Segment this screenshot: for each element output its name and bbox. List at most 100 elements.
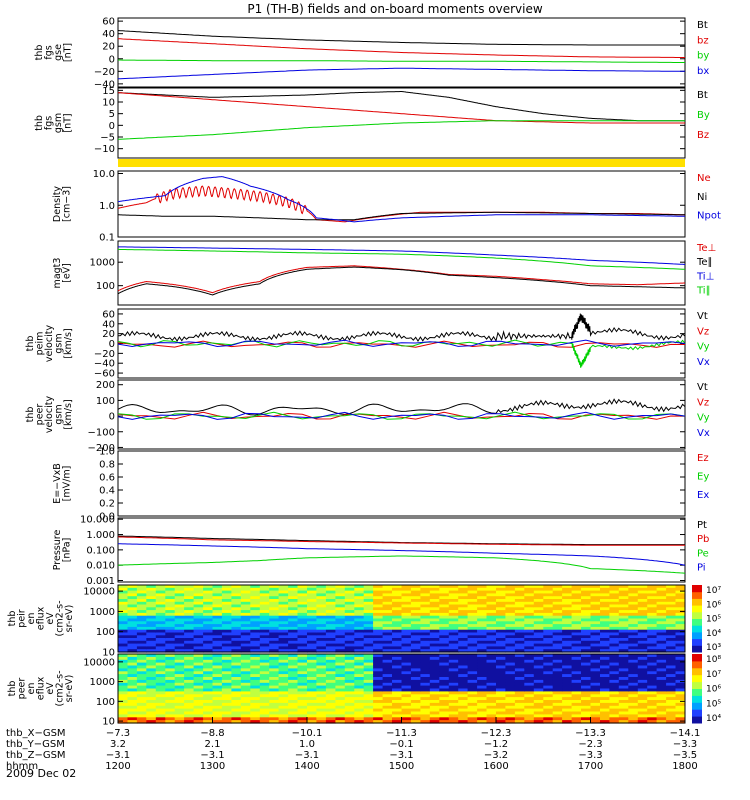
y-label-line: (cm2-s- xyxy=(55,670,66,706)
heat-cell xyxy=(543,593,554,597)
heat-cell xyxy=(165,674,176,678)
heat-cell xyxy=(637,601,648,606)
heat-cell xyxy=(240,585,251,589)
panel-pressure: 10.0001.0000.1000.0100.001Pressure[nPa]P… xyxy=(52,515,709,587)
heat-cell xyxy=(410,626,421,631)
heat-cell xyxy=(382,662,393,667)
heat-cell xyxy=(505,624,516,628)
heat-cell xyxy=(448,685,459,690)
y-tick-label: 100 xyxy=(96,697,115,708)
heat-cell xyxy=(184,585,195,589)
heat-cell xyxy=(259,671,270,675)
heat-cell xyxy=(146,607,157,611)
heat-cell xyxy=(240,621,251,625)
heat-cell xyxy=(307,596,317,600)
heat-cell xyxy=(155,694,166,698)
heat-cell xyxy=(637,640,648,645)
heat-cell xyxy=(609,618,620,622)
heat-cell xyxy=(165,632,176,636)
heat-cell xyxy=(628,662,639,667)
heat-cell xyxy=(666,656,677,661)
heat-cell xyxy=(118,711,128,715)
heat-cell xyxy=(477,674,488,678)
heat-cell xyxy=(505,700,516,704)
heat-cell xyxy=(590,668,601,672)
heat-cell xyxy=(410,702,421,707)
heat-cell xyxy=(543,717,554,721)
heat-cell xyxy=(136,607,147,611)
heat-cell xyxy=(193,587,204,592)
heat-cell xyxy=(250,604,261,608)
y-label-line: [eV] xyxy=(62,263,73,283)
footer-row-label: thb_Y−GSM xyxy=(6,739,65,750)
heat-cell xyxy=(486,618,497,622)
heat-cell xyxy=(325,593,336,597)
heat-cell xyxy=(656,610,667,614)
heat-cell xyxy=(221,635,232,639)
heat-cell xyxy=(174,711,185,715)
heat-cell xyxy=(571,604,582,608)
heat-cell xyxy=(628,679,639,684)
heat-cell xyxy=(325,618,336,622)
heat-cell xyxy=(259,659,270,664)
y-label-line: gsm xyxy=(54,333,65,353)
heat-cell xyxy=(637,596,648,600)
heat-cell xyxy=(420,682,431,687)
heat-cell xyxy=(184,587,195,592)
heat-cell xyxy=(637,665,648,669)
heat-cell xyxy=(325,638,336,642)
heat-cell xyxy=(127,688,138,692)
heat-cell xyxy=(335,717,346,721)
heat-cell xyxy=(458,697,469,701)
heat-cell xyxy=(505,697,516,701)
heat-cell xyxy=(514,694,525,698)
heat-cell xyxy=(269,659,280,664)
heat-cell xyxy=(467,643,478,647)
y-tick-label: 10.000 xyxy=(80,515,115,526)
heat-cell xyxy=(600,612,610,617)
heat-cell xyxy=(203,585,214,589)
heat-cell xyxy=(316,685,327,690)
heat-cell xyxy=(212,700,223,704)
heat-cell xyxy=(543,662,554,667)
heat-cell xyxy=(184,643,195,647)
heat-cell xyxy=(221,601,232,606)
heat-cell xyxy=(325,711,336,715)
heat-cell xyxy=(127,700,138,704)
heat-cell xyxy=(344,688,355,692)
heat-cell xyxy=(344,640,355,645)
heat-cell xyxy=(344,702,355,707)
y-tick-label: 0.010 xyxy=(86,561,115,572)
heat-cell xyxy=(514,714,525,718)
heat-cell xyxy=(410,632,421,636)
heat-cell xyxy=(609,700,620,704)
heat-cell xyxy=(212,635,223,639)
heat-cell xyxy=(146,610,157,614)
heat-cell xyxy=(240,691,251,695)
heat-cell xyxy=(212,717,223,721)
heat-cell xyxy=(259,643,270,647)
heat-cell xyxy=(477,615,488,620)
heat-cell xyxy=(514,665,525,669)
heat-cell xyxy=(259,654,270,658)
heat-cell xyxy=(316,635,327,639)
y-tick-label: 1.0 xyxy=(99,201,115,212)
heat-cell xyxy=(637,662,648,667)
heat-cell xyxy=(410,708,421,713)
heat-cell xyxy=(401,720,412,724)
heat-cell xyxy=(297,610,308,614)
heat-cell xyxy=(562,615,573,620)
heat-cell xyxy=(637,685,648,690)
heat-cell xyxy=(165,604,176,608)
heat-cell xyxy=(609,587,620,592)
heat-cell xyxy=(316,668,327,672)
heat-cell xyxy=(467,720,478,724)
heat-cell xyxy=(363,649,374,653)
heat-cell xyxy=(212,615,223,620)
heat-cell xyxy=(297,674,308,678)
heat-cell xyxy=(221,674,232,678)
heat-cell xyxy=(609,624,620,628)
heat-cell xyxy=(590,632,601,636)
heat-cell xyxy=(666,585,677,589)
heat-cell xyxy=(552,643,563,647)
